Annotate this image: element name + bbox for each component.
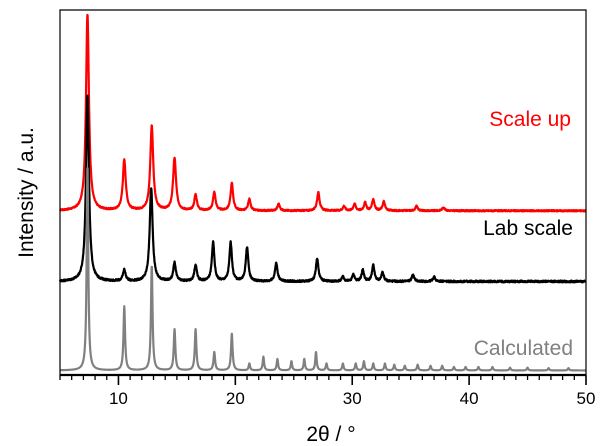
series-label-scale-up: Scale up: [489, 108, 571, 131]
x-tick-label-50: 50: [577, 389, 596, 408]
x-tick-label-20: 20: [226, 389, 245, 408]
x-axis-title: 2θ / °: [306, 423, 355, 446]
plot-frame: [59, 9, 587, 375]
series-line-lab-scale: [58, 94, 587, 284]
series-label-lab-scale: Lab scale: [483, 217, 573, 240]
y-axis-title: Intensity / a.u.: [15, 127, 38, 258]
x-tick-label-40: 40: [460, 389, 479, 408]
axis-layer: 10 20 30 40 50: [59, 9, 596, 408]
x-tick-label-30: 30: [343, 389, 362, 408]
series-label-calculated: Calculated: [474, 337, 573, 360]
series-layer: [58, 13, 587, 372]
x-tick-label-10: 10: [109, 389, 128, 408]
series-line-scale-up: [59, 13, 587, 213]
label-layer: Scale up Lab scale Calculated 2θ / ° Intensi…: [15, 108, 573, 446]
series-line-calculated: [59, 167, 587, 372]
